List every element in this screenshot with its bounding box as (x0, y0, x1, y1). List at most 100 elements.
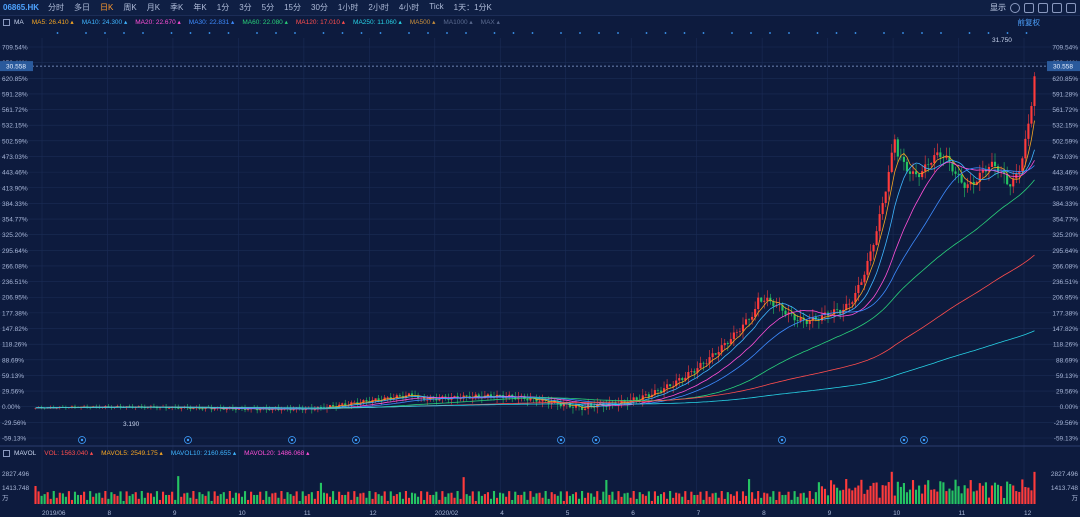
volume-bar[interactable] (927, 480, 930, 504)
volume-bar[interactable] (793, 491, 796, 504)
volume-bar[interactable] (666, 498, 669, 504)
volume-bar[interactable] (833, 484, 836, 504)
ma_legend-item[interactable]: MA250: 11.060 ▴ (353, 19, 402, 26)
candle-body[interactable] (981, 169, 984, 173)
volume-bar[interactable] (480, 495, 483, 504)
candle-body[interactable] (417, 395, 420, 399)
candle-body[interactable] (1012, 178, 1015, 187)
candle-body[interactable] (772, 301, 775, 307)
volume-bar[interactable] (659, 494, 663, 504)
edit-icon[interactable] (1038, 2, 1048, 13)
candle-body[interactable] (1030, 106, 1033, 124)
candle-body[interactable] (632, 397, 635, 400)
volume-bar[interactable] (869, 485, 872, 504)
volume-bar[interactable] (705, 491, 708, 504)
volume-bar[interactable] (189, 497, 192, 504)
candle-body[interactable] (641, 395, 644, 400)
candle-body[interactable] (180, 407, 183, 409)
volume-bar[interactable] (55, 497, 58, 504)
event-icon[interactable] (557, 436, 565, 444)
volume-bar[interactable] (520, 494, 523, 504)
candle-body[interactable] (681, 378, 684, 381)
volume-bar[interactable] (875, 482, 878, 504)
volume-bar[interactable] (477, 491, 480, 504)
volume-bar[interactable] (717, 497, 720, 504)
candle-body[interactable] (656, 390, 660, 391)
volume-bar[interactable] (265, 491, 268, 504)
volume-bar[interactable] (693, 495, 696, 504)
candle-body[interactable] (972, 181, 975, 185)
candle-body[interactable] (732, 332, 735, 340)
volume-bar[interactable] (790, 499, 793, 504)
volume-bar[interactable] (854, 487, 857, 504)
candle-body[interactable] (581, 406, 584, 410)
volume-bar[interactable] (80, 494, 83, 504)
candle-body[interactable] (666, 384, 669, 389)
volume-bar[interactable] (720, 491, 723, 504)
candle-body[interactable] (386, 397, 389, 398)
volume-bar[interactable] (878, 497, 881, 504)
candle-body[interactable] (951, 161, 954, 172)
volume-bar[interactable] (462, 477, 465, 504)
volume-bar[interactable] (948, 488, 951, 504)
volume-bar[interactable] (1024, 487, 1027, 504)
volume-bar[interactable] (723, 498, 726, 504)
volume-bar[interactable] (438, 499, 441, 504)
volume-bar[interactable] (620, 496, 623, 504)
candle-body[interactable] (833, 309, 836, 315)
volume-bar[interactable] (152, 496, 155, 504)
volume-bar[interactable] (362, 492, 365, 504)
candle-body[interactable] (717, 352, 720, 355)
candle-body[interactable] (529, 397, 532, 401)
volume-bar[interactable] (1021, 479, 1024, 504)
candle-body[interactable] (836, 309, 839, 310)
fq-button[interactable]: 前复权 (1017, 18, 1041, 27)
checkbox-icon[interactable] (3, 449, 10, 457)
volume-bar[interactable] (757, 491, 760, 504)
volume-bar[interactable] (899, 486, 902, 504)
volume-bar[interactable] (535, 493, 538, 504)
display-button[interactable]: 显示 (990, 3, 1006, 12)
volume-bar[interactable] (177, 476, 180, 504)
candle-body[interactable] (374, 398, 377, 400)
candle-body[interactable] (189, 407, 192, 409)
save-icon[interactable] (1024, 2, 1034, 13)
candle-body[interactable] (486, 394, 489, 396)
volume-bar[interactable] (222, 492, 225, 504)
candle-body[interactable] (820, 315, 823, 321)
volume-bar[interactable] (268, 496, 271, 504)
volume-bar[interactable] (584, 497, 587, 504)
candle-body[interactable] (893, 139, 896, 153)
volume-bar[interactable] (453, 497, 456, 504)
volume-bar[interactable] (368, 491, 371, 504)
candle-body[interactable] (918, 174, 921, 178)
candle-body[interactable] (966, 184, 969, 188)
period-tab[interactable]: 5分 (261, 3, 275, 12)
volume-bar[interactable] (447, 493, 450, 504)
volume-bar[interactable] (298, 500, 301, 504)
volume-bar[interactable] (271, 493, 274, 504)
ma_legend-item[interactable]: MA5: 26.410 ▴ (31, 19, 74, 26)
volume-bar[interactable] (781, 495, 784, 504)
volume-bar[interactable] (839, 490, 842, 504)
candle-body[interactable] (410, 393, 414, 396)
candle-body[interactable] (365, 400, 368, 402)
volume-bar[interactable] (46, 492, 49, 504)
vol_legend-item[interactable]: MAVOL10: 2160.655 ▴ (170, 450, 237, 457)
event-icon[interactable] (352, 436, 360, 444)
volume-bar[interactable] (441, 491, 444, 504)
volume-bar[interactable] (137, 498, 140, 504)
candle-body[interactable] (659, 390, 663, 393)
volume-bar[interactable] (398, 492, 401, 504)
candle-body[interactable] (319, 407, 322, 408)
candle-body[interactable] (872, 244, 875, 252)
volume-bar[interactable] (407, 497, 411, 504)
volume-bar[interactable] (89, 491, 92, 504)
candle-body[interactable] (168, 408, 171, 409)
volume-bar[interactable] (356, 496, 359, 504)
candle-body[interactable] (377, 398, 380, 401)
candle-body[interactable] (933, 155, 936, 164)
candle-body[interactable] (963, 182, 966, 188)
volume-bar[interactable] (556, 495, 559, 504)
period-tab[interactable]: 分时 (48, 3, 65, 12)
